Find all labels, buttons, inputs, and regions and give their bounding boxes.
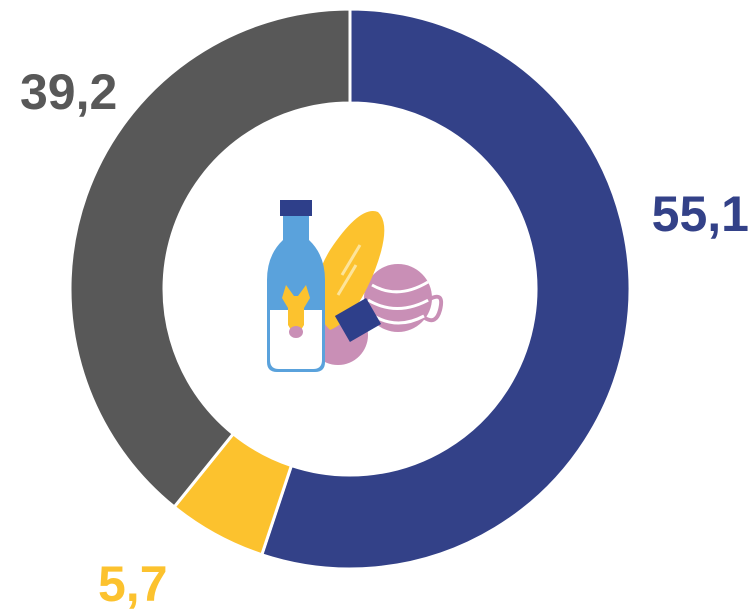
cow <box>282 285 310 333</box>
bread <box>315 211 385 330</box>
center-icon <box>267 200 444 372</box>
cow-nose <box>289 326 303 338</box>
yarn-thread <box>423 294 444 323</box>
donut-slice <box>259 7 632 571</box>
bread-wrap <box>334 298 382 342</box>
bottle-cap <box>280 200 312 216</box>
value-label: 55,1 <box>652 186 749 242</box>
donut <box>68 7 632 571</box>
bread-lines <box>336 244 362 296</box>
value-label: 39,2 <box>20 64 117 120</box>
yarn <box>364 264 432 332</box>
yarn-lines <box>367 280 433 325</box>
value-label: 5,7 <box>98 556 168 612</box>
bottle-label <box>270 310 322 369</box>
donut-slice <box>68 7 352 510</box>
